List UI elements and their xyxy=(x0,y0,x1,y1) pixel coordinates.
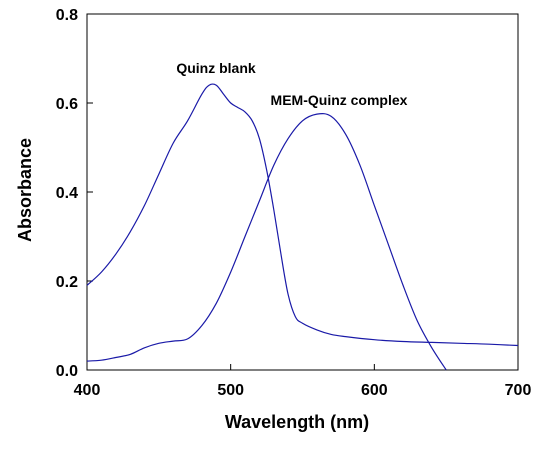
y-axis-title: Absorbance xyxy=(15,138,35,242)
x-axis-title: Wavelength (nm) xyxy=(225,412,369,432)
annotation-mem-quinz-complex: MEM-Quinz complex xyxy=(271,92,408,108)
y-tick-label: 0.6 xyxy=(56,96,78,113)
plot-frame xyxy=(86,13,519,371)
x-tick-label: 500 xyxy=(217,382,244,399)
y-ticks: 0.0 0.2 0.4 0.6 0.8 xyxy=(56,7,93,380)
y-tick-label: 0.4 xyxy=(56,185,78,202)
x-ticks: 400 500 600 700 xyxy=(74,364,532,399)
y-tick-label: 0.0 xyxy=(56,363,78,380)
x-tick-label: 600 xyxy=(361,382,388,399)
y-tick-label: 0.2 xyxy=(56,274,78,291)
series-line-quinz-blank xyxy=(86,83,519,347)
y-tick-label: 0.8 xyxy=(56,7,78,24)
series-group xyxy=(86,83,519,371)
x-tick-label: 700 xyxy=(505,382,532,399)
annotation-quinz-blank: Quinz blank xyxy=(176,60,256,76)
series-line-mem-quinz-complex xyxy=(86,113,447,371)
x-tick-label: 400 xyxy=(74,382,101,399)
